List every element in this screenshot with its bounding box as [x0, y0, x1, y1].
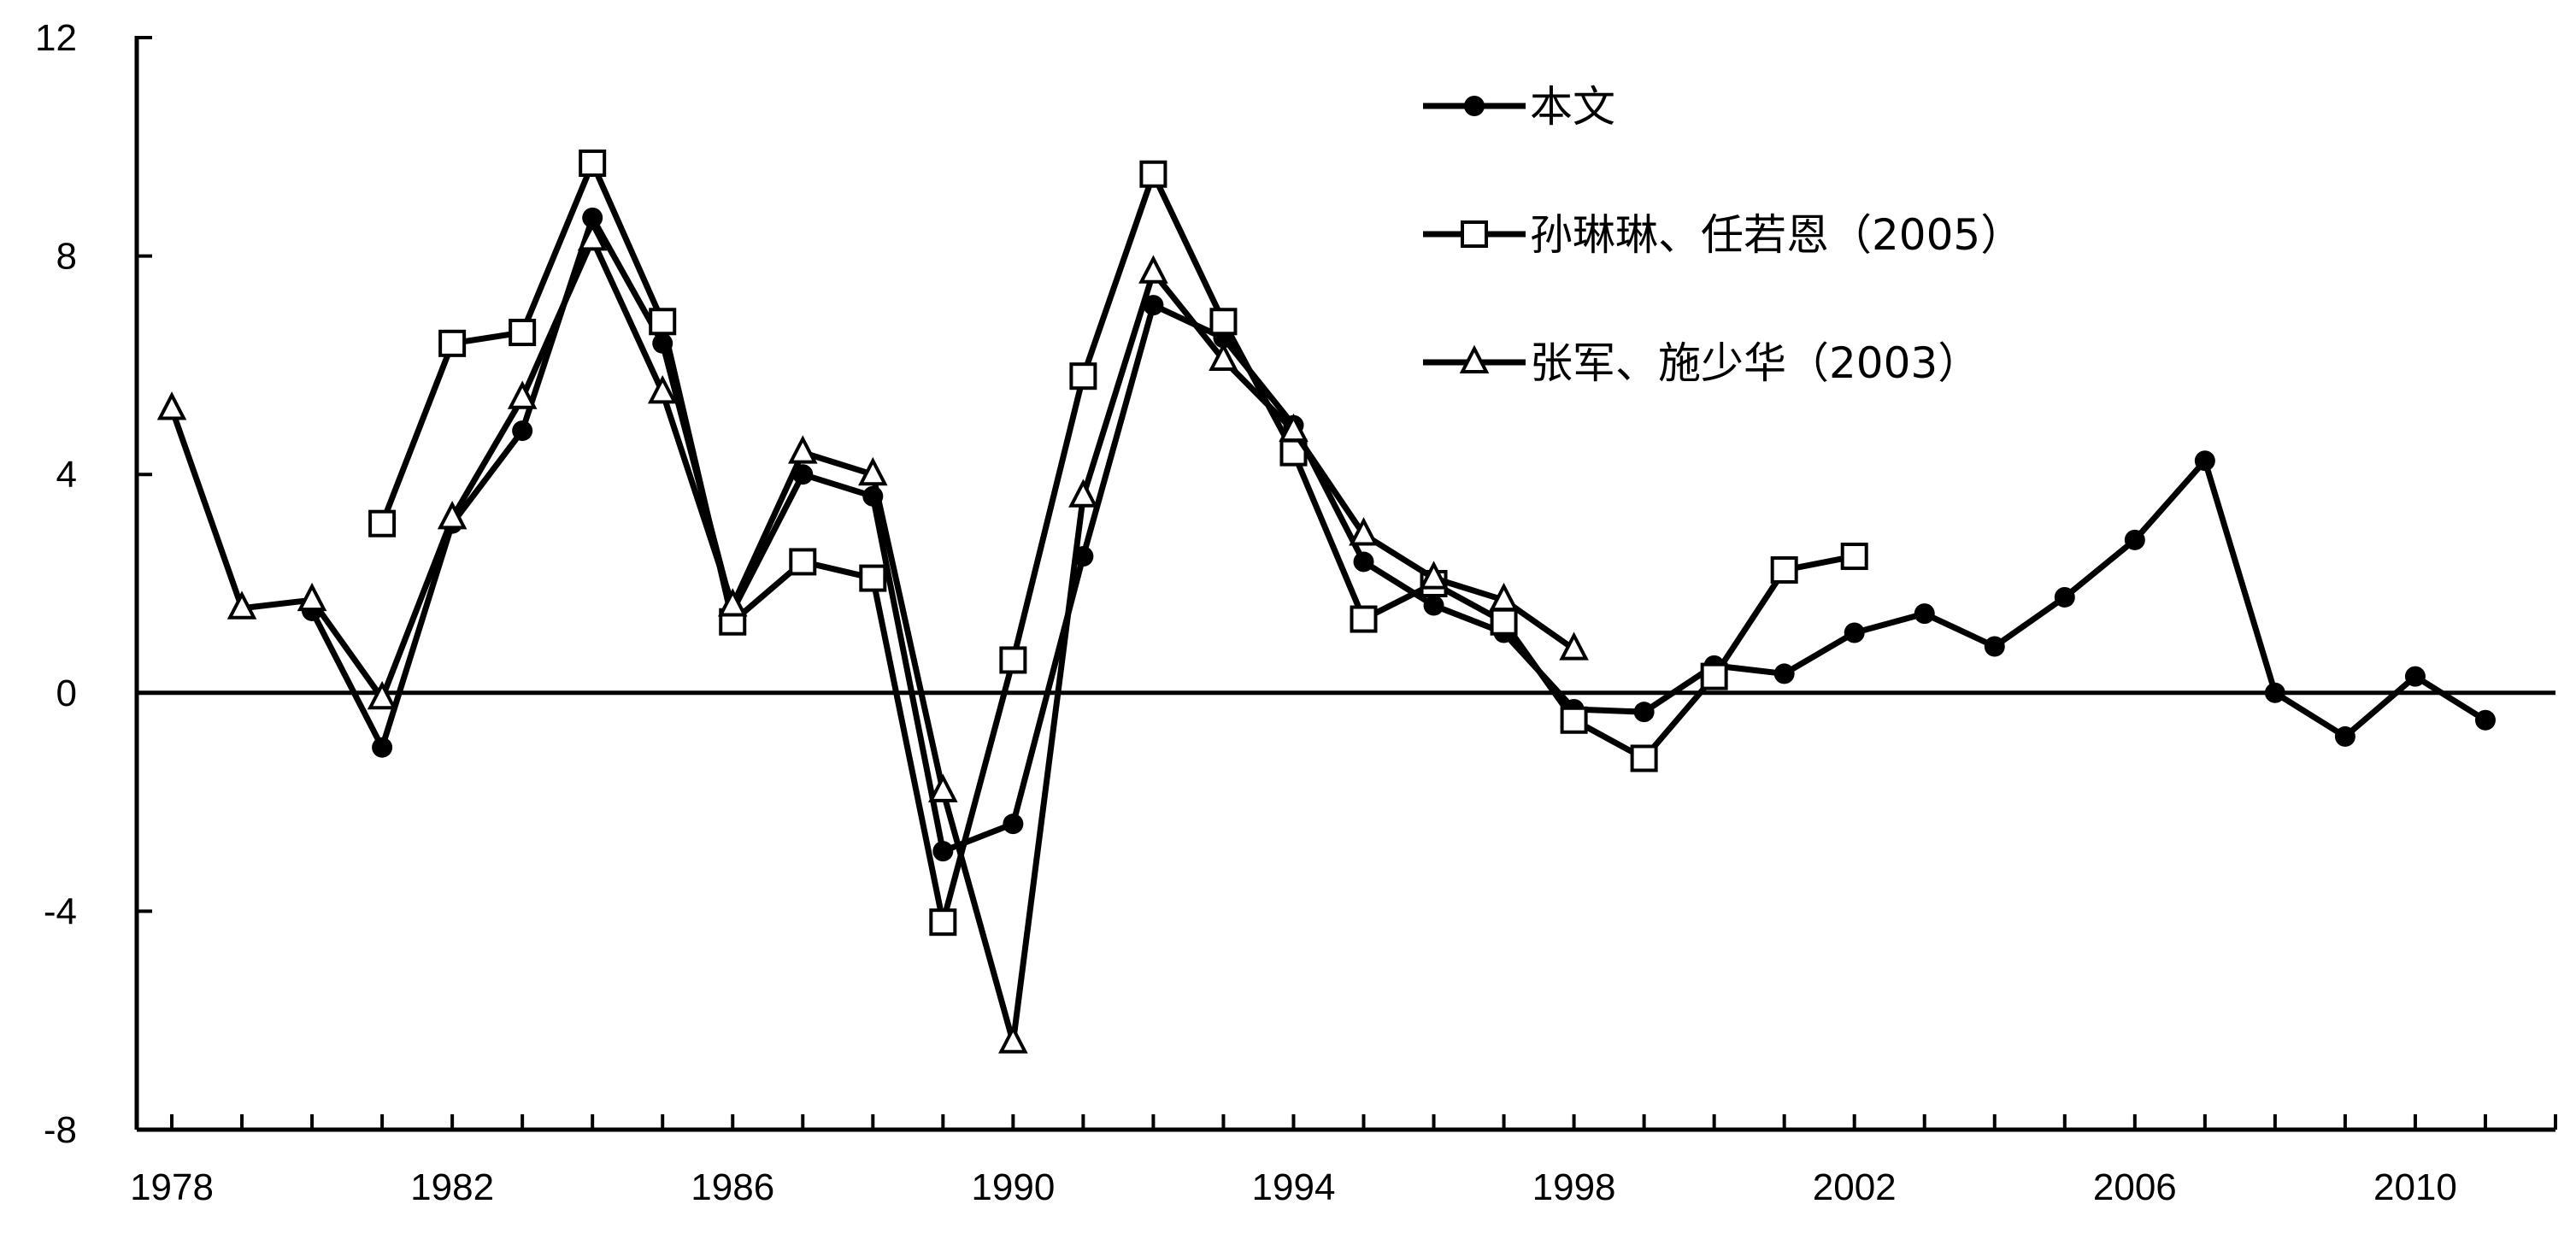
series-line: [309, 214, 2487, 855]
data-point-square: [1139, 160, 1167, 188]
data-point-circle: [1353, 551, 1374, 573]
legend-marker-square: [1461, 220, 1488, 248]
data-point-triangle: [1419, 561, 1449, 590]
y-tick-label: -8: [44, 1109, 77, 1151]
data-point-square: [1560, 706, 1588, 734]
data-point-square: [1350, 605, 1378, 633]
data-point-triangle: [928, 773, 958, 802]
y-tick-label: 8: [56, 236, 77, 278]
data-point-triangle: [1349, 517, 1379, 546]
data-point-square: [509, 319, 537, 347]
x-tick-label: 2010: [2373, 1166, 2457, 1208]
data-point-triangle: [297, 582, 327, 612]
data-point-triangle: [1489, 582, 1519, 612]
data-point-square: [368, 509, 397, 537]
data-point-circle: [2054, 586, 2075, 608]
legend-label: 本文: [1530, 82, 1615, 132]
x-tick-label: 1990: [971, 1166, 1055, 1208]
data-point-triangle: [1138, 255, 1168, 284]
x-tick-label: 1994: [1252, 1166, 1336, 1208]
data-point-circle: [1914, 603, 1935, 625]
data-point-triangle: [858, 456, 888, 486]
data-point-circle: [2264, 682, 2285, 703]
data-point-square: [579, 149, 607, 177]
data-point-square: [1840, 543, 1868, 571]
data-point-square: [649, 308, 677, 336]
data-point-square: [1069, 362, 1097, 391]
data-point-square: [1209, 308, 1238, 336]
data-point-circle: [1773, 663, 1795, 684]
data-point-circle: [1143, 295, 1164, 316]
data-point-circle: [2124, 529, 2145, 550]
data-point-square: [999, 646, 1027, 674]
legend-marker-triangle: [1459, 344, 1490, 373]
x-tick-label: 2006: [2093, 1166, 2177, 1208]
data-point-circle: [1003, 813, 1024, 835]
y-tick-label: 4: [56, 454, 77, 496]
data-point-triangle: [156, 391, 187, 420]
data-point-circle: [2474, 709, 2496, 731]
data-point-circle: [932, 841, 954, 862]
data-point-circle: [2334, 725, 2355, 747]
data-point-triangle: [717, 588, 748, 617]
data-point-circle: [582, 207, 603, 228]
data-point-circle: [1844, 622, 1865, 643]
y-tick-label: 0: [56, 672, 77, 714]
x-tick-label: 1986: [691, 1166, 774, 1208]
data-point-triangle: [367, 680, 397, 710]
x-tick-label: 1978: [130, 1166, 214, 1208]
data-point-triangle: [1209, 342, 1238, 372]
series-line: [379, 160, 1856, 925]
legend-item: 孙琳琳、任若恩（2005）: [1423, 210, 2023, 260]
data-point-circle: [1633, 702, 1655, 723]
x-tick-label: 2002: [1813, 1166, 1897, 1208]
series-line: [168, 236, 1576, 1046]
data-point-triangle: [507, 380, 538, 409]
y-tick-label: 12: [35, 17, 77, 59]
data-point-triangle: [998, 1025, 1028, 1054]
x-tick-label: 1998: [1532, 1166, 1616, 1208]
data-point-square: [1700, 662, 1728, 690]
legend-marker-circle: [1464, 96, 1485, 116]
data-point-circle: [512, 420, 533, 442]
data-point-triangle: [577, 222, 608, 251]
legend-label: 张军、施少华（2003）: [1530, 338, 1980, 388]
data-point-square: [1490, 608, 1518, 636]
data-point-triangle: [647, 375, 678, 404]
x-tick-label: 1982: [410, 1166, 494, 1208]
series-circle: [302, 207, 2496, 862]
data-point-triangle: [437, 500, 468, 530]
data-point-triangle: [787, 435, 818, 464]
data-point-square: [1770, 556, 1798, 584]
data-point-triangle: [1068, 479, 1098, 508]
series-square: [368, 149, 1868, 937]
data-point-square: [438, 329, 467, 357]
y-tick-label: -4: [44, 890, 77, 932]
legend-item: 本文: [1423, 82, 1615, 132]
data-point-circle: [1984, 636, 2005, 657]
series-triangle: [156, 222, 1589, 1054]
legend-item: 张军、施少华（2003）: [1423, 338, 1980, 388]
legend-label: 孙琳琳、任若恩（2005）: [1530, 210, 2023, 260]
data-point-triangle: [1559, 631, 1589, 661]
data-point-triangle: [1279, 413, 1309, 443]
data-point-square: [859, 564, 887, 592]
data-point-circle: [372, 737, 393, 758]
data-point-circle: [1423, 595, 1444, 616]
data-point-circle: [2194, 450, 2215, 472]
data-point-circle: [2404, 666, 2426, 687]
data-point-square: [1630, 744, 1658, 772]
data-point-square: [929, 908, 957, 937]
data-point-square: [789, 548, 817, 576]
data-point-triangle: [226, 590, 257, 620]
